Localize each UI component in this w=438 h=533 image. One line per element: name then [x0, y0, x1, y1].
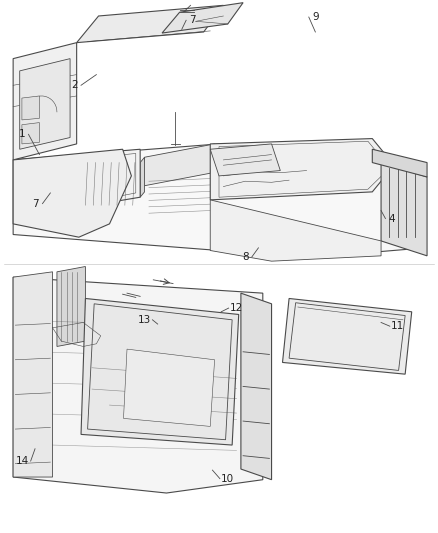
Polygon shape: [22, 123, 39, 144]
Polygon shape: [20, 59, 70, 149]
Polygon shape: [241, 293, 272, 480]
Polygon shape: [13, 149, 140, 208]
Polygon shape: [140, 144, 215, 187]
Polygon shape: [13, 43, 77, 160]
Polygon shape: [13, 272, 53, 477]
Polygon shape: [381, 163, 427, 256]
Text: 11: 11: [391, 321, 404, 331]
Text: 13: 13: [138, 315, 151, 325]
Text: 7: 7: [189, 15, 196, 25]
Polygon shape: [81, 298, 239, 445]
Polygon shape: [124, 349, 215, 426]
Polygon shape: [140, 157, 145, 197]
Polygon shape: [77, 5, 223, 43]
Polygon shape: [13, 149, 131, 237]
Text: 1: 1: [18, 130, 25, 139]
Polygon shape: [57, 266, 85, 346]
Text: 12: 12: [230, 303, 243, 313]
Polygon shape: [210, 139, 394, 200]
Text: 8: 8: [242, 252, 249, 262]
Text: 9: 9: [312, 12, 319, 22]
Text: 10: 10: [221, 474, 234, 483]
Polygon shape: [13, 277, 263, 493]
Text: 4: 4: [389, 214, 396, 223]
Polygon shape: [162, 3, 243, 33]
Polygon shape: [283, 298, 412, 374]
Polygon shape: [372, 149, 427, 177]
Polygon shape: [13, 144, 425, 259]
Text: 7: 7: [32, 199, 39, 208]
Polygon shape: [210, 200, 381, 261]
Text: 14: 14: [16, 456, 29, 466]
Polygon shape: [210, 144, 280, 176]
Polygon shape: [22, 96, 39, 120]
Text: 2: 2: [71, 80, 78, 90]
